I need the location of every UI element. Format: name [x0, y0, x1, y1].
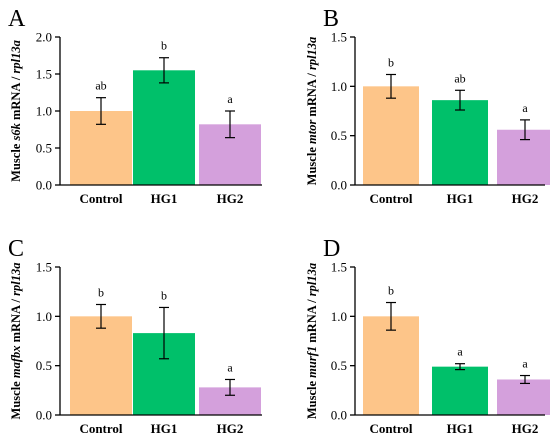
panel-d-ytick-label: 1.0 — [331, 309, 347, 324]
panel-d-sig-control: b — [388, 284, 394, 298]
panel-c-ytick-label: 1.5 — [36, 260, 52, 275]
panel-c-sig-hg2: a — [227, 360, 233, 374]
panel-a-errorbar-hg2 — [225, 110, 235, 139]
panel-b-ytick-label: 1.0 — [331, 79, 347, 94]
panel-c-bar-control — [70, 316, 132, 415]
panel-d-errorbar-hg1 — [455, 363, 465, 371]
panel-a-sig-hg2: a — [227, 92, 233, 106]
panel-a-ytick-label: 1.0 — [36, 104, 52, 119]
panel-b-bar-hg2 — [497, 129, 550, 185]
panel-d-category-control: Control — [369, 421, 412, 436]
panel-d-bar-hg2 — [497, 379, 550, 415]
panel-c-ytick-label: 1.0 — [36, 309, 52, 324]
panel-d-errorbar-control — [386, 301, 396, 331]
panel-d-bar-control — [363, 316, 419, 415]
panel-c-errorbar-control — [96, 303, 106, 329]
panel-b-ytick-label: 0.5 — [331, 128, 347, 143]
panel-b-sig-hg2: a — [522, 101, 528, 115]
panel-b-errorbar-control — [386, 73, 396, 99]
panel-a-ytick-label: 0.0 — [36, 178, 52, 193]
panel-b-category-hg1: HG1 — [447, 191, 474, 206]
panel-d: Db Control a HG1 a HG2 0.0 0.5 1.0 1.5 Muscle murf… — [305, 236, 550, 436]
panel-b-category-control: Control — [369, 191, 412, 206]
panel-b-letter: B — [323, 6, 339, 32]
panel-a-category-control: Control — [79, 191, 122, 206]
panel-d-sig-hg2: a — [522, 357, 528, 371]
panel-b-bar-hg1 — [432, 100, 488, 185]
panel-d-letter: D — [323, 236, 340, 262]
panel-d-sig-hg1: a — [457, 345, 463, 359]
panel-d-y-axis-title: Muscle murf1 mRNA / rpl13a — [305, 263, 319, 419]
panel-c-sig-hg1: b — [161, 288, 167, 302]
panel-a-sig-hg1: b — [161, 39, 167, 53]
panel-a-y-axis-title: Muscle s6k mRNA / rpl13a — [9, 40, 23, 182]
panel-c-sig-control: b — [98, 285, 104, 299]
panel-b-ytick-label: 1.5 — [331, 30, 347, 45]
panel-a-errorbar-control — [96, 97, 106, 125]
panel-a-letter: A — [8, 6, 26, 32]
panel-a-category-hg1: HG1 — [151, 191, 178, 206]
panel-a-sig-control: ab — [95, 79, 106, 93]
panel-a: Aab Control b HG1 a HG2 0.0 0.5 1.0 1.5 2.0 Muscle … — [8, 6, 262, 206]
panel-c-letter: C — [8, 236, 24, 262]
panel-c-category-hg1: HG1 — [151, 421, 178, 436]
panel-a-ytick-label: 2.0 — [36, 30, 52, 45]
panel-d-errorbar-hg2 — [520, 374, 530, 385]
panel-d-bar-hg1 — [432, 366, 488, 415]
panel-c-errorbar-hg1 — [159, 306, 169, 360]
panel-c-category-hg2: HG2 — [217, 421, 244, 436]
panel-b-y-axis-title: Muscle mtor mRNA / rpl13a — [305, 37, 319, 186]
panel-b-ytick-label: 0.0 — [331, 178, 347, 193]
panel-a-category-hg2: HG2 — [217, 191, 244, 206]
panel-c-ytick-label: 0.0 — [36, 408, 52, 423]
panel-b-errorbar-hg2 — [520, 119, 530, 141]
panel-d-category-hg1: HG1 — [447, 421, 474, 436]
panel-c-errorbar-hg2 — [225, 378, 235, 396]
panel-a-errorbar-hg1 — [159, 57, 169, 84]
panel-a-bar-hg1 — [133, 70, 195, 185]
panel-b-errorbar-hg1 — [455, 89, 465, 111]
panel-c-category-control: Control — [79, 421, 122, 436]
panel-c-ytick-label: 0.5 — [36, 358, 52, 373]
panel-a-ytick-label: 1.5 — [36, 67, 52, 82]
panel-d-ytick-label: 0.0 — [331, 408, 347, 423]
panel-b: Bb Control ab HG1 a HG2 0.0 0.5 1.0 1.5 Muscle mto… — [305, 6, 550, 206]
panel-b-bar-control — [363, 86, 419, 185]
panel-a-ytick-label: 0.5 — [36, 141, 52, 156]
panel-d-ytick-label: 1.5 — [331, 260, 347, 275]
panel-c-y-axis-title: Muscle mafbx mRNA / rpl13a — [9, 263, 23, 420]
panel-b-category-hg2: HG2 — [512, 191, 539, 206]
panel-c: Cb Control b HG1 a HG2 0.0 0.5 1.0 1.5 Muscle mafb… — [8, 236, 262, 436]
panel-d-ytick-label: 0.5 — [331, 358, 347, 373]
panel-d-category-hg2: HG2 — [512, 421, 539, 436]
panel-b-sig-control: b — [388, 55, 394, 69]
panel-b-sig-hg1: ab — [454, 71, 465, 85]
